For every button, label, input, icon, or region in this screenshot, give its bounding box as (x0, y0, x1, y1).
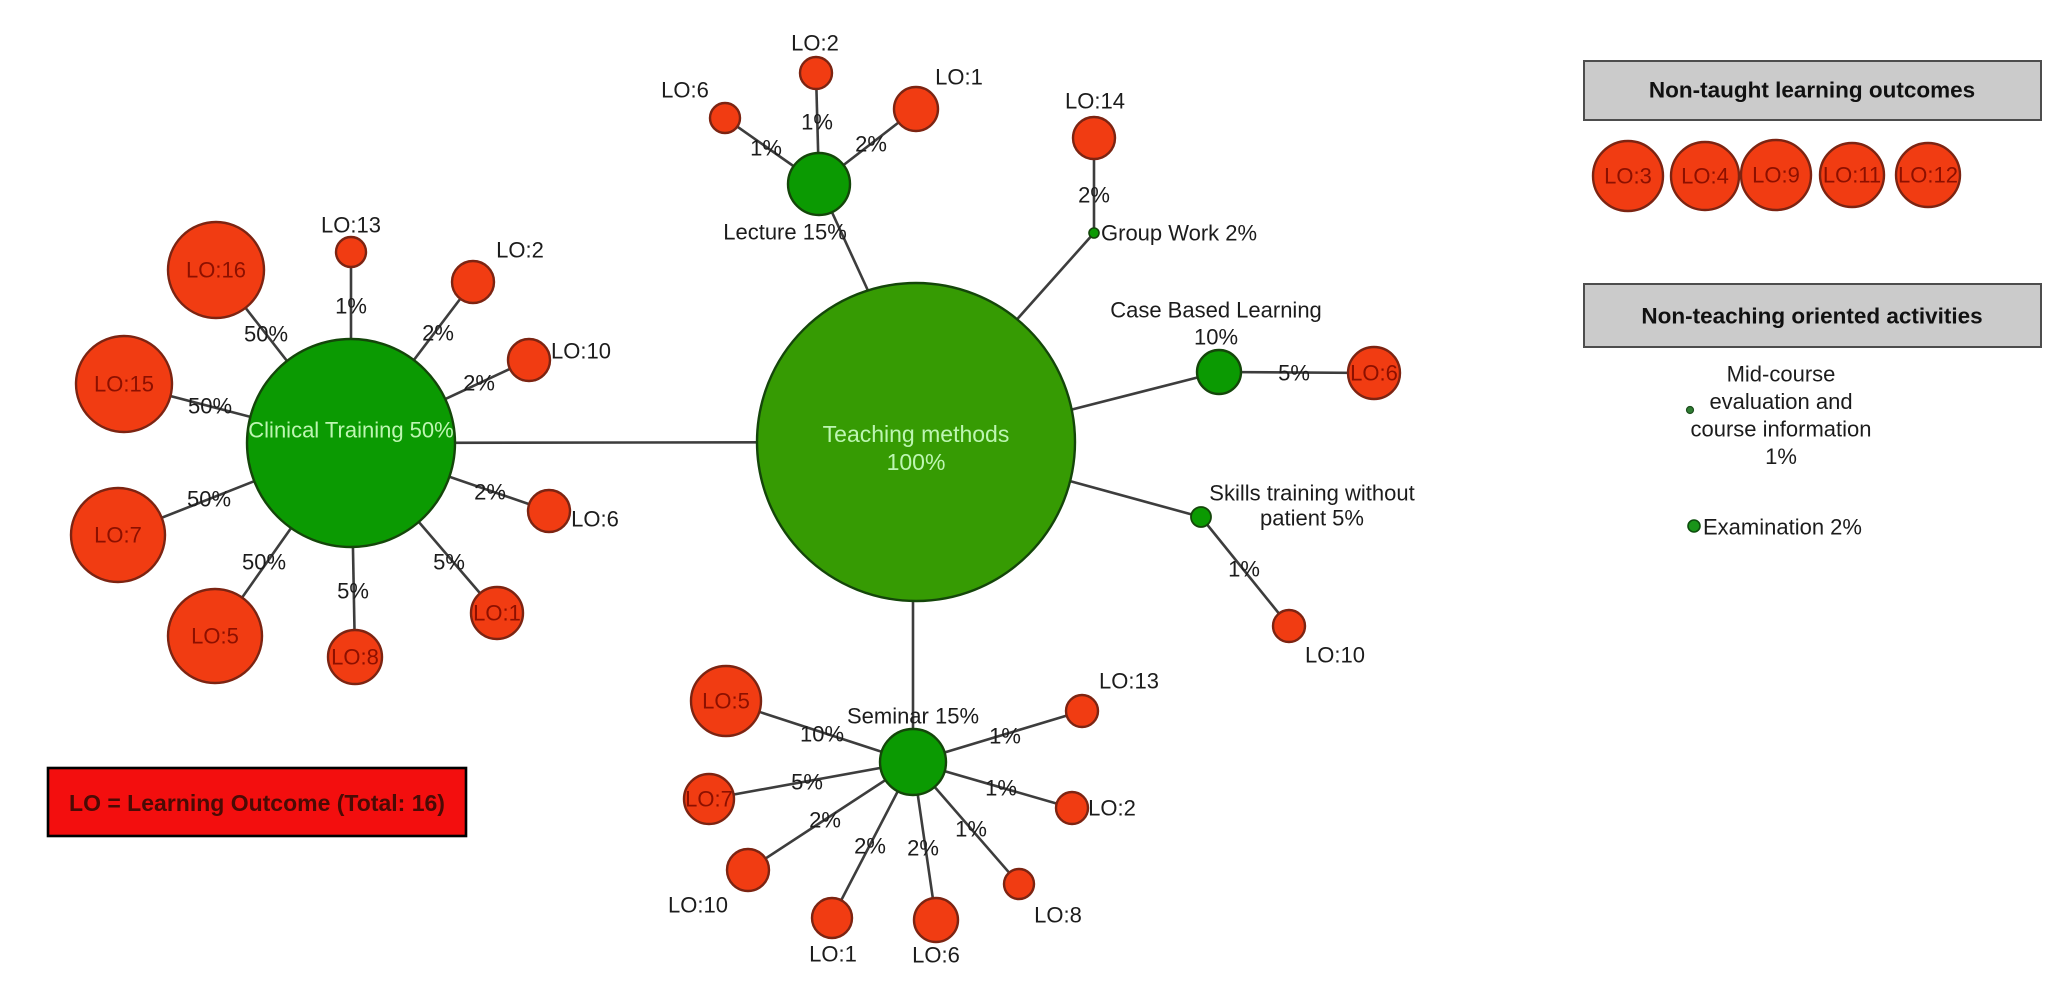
svg-text:2%: 2% (1078, 183, 1110, 208)
svg-text:LO:2: LO:2 (791, 31, 839, 56)
svg-text:LO:6: LO:6 (661, 78, 709, 103)
svg-text:Mid-course: Mid-course (1727, 362, 1836, 387)
svg-text:1%: 1% (1228, 557, 1260, 582)
svg-text:course information: course information (1691, 417, 1872, 442)
svg-text:2%: 2% (854, 834, 886, 859)
svg-text:Lecture 15%: Lecture 15% (723, 220, 847, 245)
svg-text:Clinical Training 50%: Clinical Training 50% (248, 418, 453, 443)
svg-text:10%: 10% (1194, 325, 1238, 350)
svg-text:LO:6: LO:6 (1350, 361, 1398, 386)
svg-text:LO:8: LO:8 (331, 645, 379, 670)
svg-text:1%: 1% (801, 110, 833, 135)
svg-text:LO:1: LO:1 (473, 601, 521, 626)
svg-text:5%: 5% (791, 770, 823, 795)
svg-text:Seminar 15%: Seminar 15% (847, 704, 979, 729)
svg-text:LO:11: LO:11 (1823, 163, 1881, 188)
svg-text:2%: 2% (474, 480, 506, 505)
svg-text:5%: 5% (433, 550, 465, 575)
svg-text:LO:8: LO:8 (1034, 903, 1082, 928)
svg-text:LO:10: LO:10 (551, 339, 611, 364)
svg-text:2%: 2% (809, 808, 841, 833)
svg-text:50%: 50% (244, 322, 288, 347)
svg-text:Non-teaching oriented activiti: Non-teaching oriented activities (1641, 304, 1982, 329)
svg-text:50%: 50% (188, 394, 232, 419)
svg-text:5%: 5% (337, 579, 369, 604)
svg-text:2%: 2% (855, 132, 887, 157)
svg-text:50%: 50% (242, 550, 286, 575)
svg-text:1%: 1% (335, 294, 367, 319)
svg-text:2%: 2% (463, 371, 495, 396)
svg-text:LO:6: LO:6 (571, 507, 619, 532)
svg-text:LO:5: LO:5 (702, 689, 750, 714)
svg-text:patient 5%: patient 5% (1260, 506, 1364, 531)
svg-text:LO:10: LO:10 (1305, 643, 1365, 668)
svg-text:100%: 100% (887, 449, 946, 475)
svg-text:1%: 1% (955, 817, 987, 842)
svg-text:LO:3: LO:3 (1604, 164, 1652, 189)
svg-text:Examination 2%: Examination 2% (1703, 515, 1862, 540)
svg-text:LO:6: LO:6 (912, 943, 960, 968)
svg-text:LO:1: LO:1 (809, 942, 857, 967)
svg-text:LO:1: LO:1 (935, 65, 983, 90)
svg-text:LO:13: LO:13 (1099, 669, 1159, 694)
svg-text:LO:13: LO:13 (321, 213, 381, 238)
svg-text:evaluation and: evaluation and (1709, 389, 1852, 414)
svg-text:LO:7: LO:7 (94, 523, 142, 548)
svg-text:LO:10: LO:10 (668, 893, 728, 918)
svg-text:Non-taught learning outcomes: Non-taught learning outcomes (1649, 78, 1975, 103)
svg-text:Case Based Learning: Case Based Learning (1110, 298, 1322, 323)
svg-text:1%: 1% (750, 136, 782, 161)
svg-text:LO:16: LO:16 (186, 258, 246, 283)
svg-text:1%: 1% (989, 724, 1021, 749)
svg-text:1%: 1% (1765, 444, 1797, 469)
svg-text:1%: 1% (985, 776, 1017, 801)
svg-text:50%: 50% (187, 487, 231, 512)
svg-text:LO:7: LO:7 (685, 787, 733, 812)
svg-text:LO = Learning Outcome (Total:: LO = Learning Outcome (Total: 16) (69, 790, 445, 816)
svg-text:5%: 5% (1278, 361, 1310, 386)
svg-text:Teaching methods: Teaching methods (823, 421, 1010, 447)
svg-text:LO:9: LO:9 (1752, 163, 1800, 188)
svg-text:LO:12: LO:12 (1898, 163, 1958, 188)
svg-text:Group Work 2%: Group Work 2% (1101, 221, 1257, 246)
svg-text:Skills training without: Skills training without (1209, 481, 1414, 506)
svg-text:2%: 2% (907, 836, 939, 861)
svg-text:LO:4: LO:4 (1681, 164, 1729, 189)
svg-text:LO:15: LO:15 (94, 372, 154, 397)
svg-text:LO:14: LO:14 (1065, 89, 1125, 114)
svg-text:2%: 2% (422, 321, 454, 346)
svg-text:LO:2: LO:2 (496, 238, 544, 263)
svg-text:LO:5: LO:5 (191, 624, 239, 649)
svg-text:10%: 10% (800, 722, 844, 747)
svg-text:LO:2: LO:2 (1088, 796, 1136, 821)
